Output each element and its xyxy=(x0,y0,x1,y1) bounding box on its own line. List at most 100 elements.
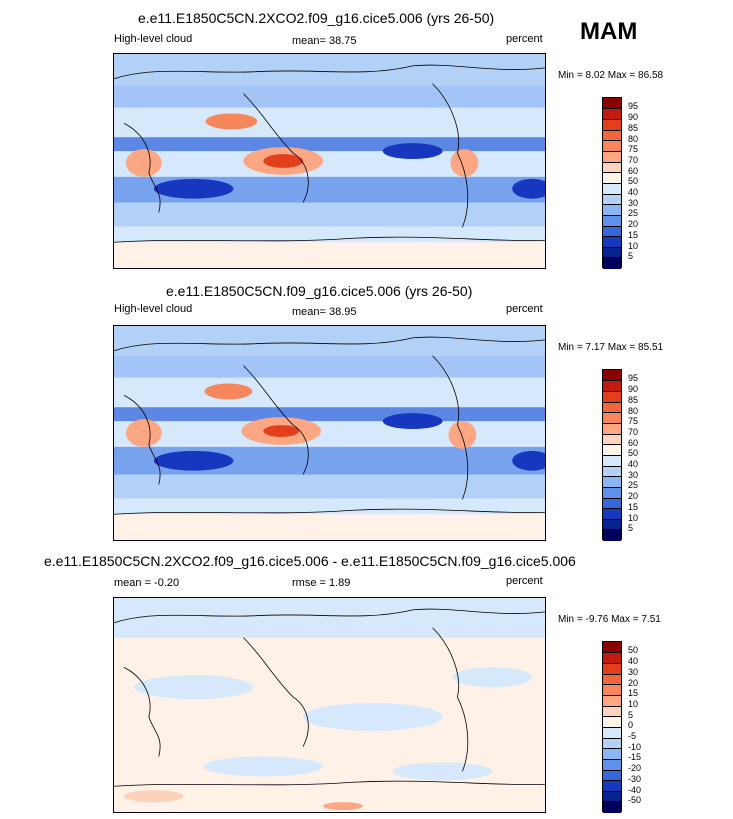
panel-1-mean-label: mean= 38.75 xyxy=(292,35,357,47)
colorbar-tick-label: 60 xyxy=(628,166,639,176)
colorbar-tick-label: 60 xyxy=(628,438,639,448)
colorbar-tick-label: 40 xyxy=(628,459,639,469)
colorbar-swatch xyxy=(603,381,621,392)
colorbar-tick-label: 50 xyxy=(628,176,639,186)
colorbar-swatch xyxy=(603,141,621,152)
colorbar-swatch xyxy=(603,642,621,653)
colorbar-tick-label: -30 xyxy=(628,774,642,784)
colorbar-tick-label: 5 xyxy=(628,710,634,720)
colorbar-swatch xyxy=(603,499,621,509)
colorbar-swatch xyxy=(603,739,621,749)
colorbar-swatch xyxy=(603,248,621,258)
colorbar-swatch xyxy=(603,509,621,520)
colorbar-swatch xyxy=(603,771,621,781)
colorbar-swatch xyxy=(603,152,621,163)
colorbar-tick-label: 20 xyxy=(628,678,639,688)
colorbar-swatch xyxy=(603,675,621,685)
colorbar-swatch xyxy=(603,216,621,227)
colorbar-tick-label: 10 xyxy=(628,241,639,251)
colorbar-tick-label: 20 xyxy=(628,219,639,229)
colorbar-swatch xyxy=(603,370,621,381)
colorbar-swatch xyxy=(603,653,621,664)
colorbar-tick-label: -5 xyxy=(628,731,637,741)
colorbar-swatch xyxy=(603,184,621,195)
colorbar-swatch xyxy=(603,717,621,728)
colorbar-tick-label: 30 xyxy=(628,470,639,480)
colorbar-swatch xyxy=(603,792,621,802)
colorbar-swatch xyxy=(603,802,621,813)
panel-1-minmax: Min = 8.02 Max = 86.58 xyxy=(558,70,664,81)
colorbar-tick-label: 85 xyxy=(628,395,639,405)
colorbar-tick-label: 30 xyxy=(628,198,639,208)
colorbar-tick-label: 75 xyxy=(628,144,639,154)
colorbar-tick-label: -40 xyxy=(628,785,642,795)
colorbar-tick-label: 25 xyxy=(628,208,639,218)
panel-2-units-label: percent xyxy=(506,303,543,315)
colorbar-swatch xyxy=(603,205,621,216)
colorbar-swatch xyxy=(603,728,621,739)
colorbar-swatch xyxy=(603,120,621,131)
colorbar-swatch xyxy=(603,435,621,445)
colorbar-tick-label: 15 xyxy=(628,230,639,240)
colorbar-tick-label: 70 xyxy=(628,427,639,437)
panel-3-colorbar xyxy=(602,641,622,813)
colorbar-swatch xyxy=(603,173,621,184)
colorbar-swatch xyxy=(603,424,621,435)
colorbar-tick-label: 95 xyxy=(628,101,639,111)
colorbar-swatch xyxy=(603,98,621,109)
colorbar-swatch xyxy=(603,467,621,477)
colorbar-swatch xyxy=(603,237,621,248)
colorbar-tick-label: 50 xyxy=(628,645,639,655)
colorbar-tick-label: -20 xyxy=(628,763,642,773)
colorbar-tick-label: -10 xyxy=(628,742,642,752)
colorbar-swatch xyxy=(603,530,621,541)
colorbar-tick-label: 10 xyxy=(628,513,639,523)
colorbar-tick-label: 15 xyxy=(628,688,639,698)
colorbar-swatch xyxy=(603,227,621,237)
colorbar-swatch xyxy=(603,477,621,488)
colorbar-swatch xyxy=(603,781,621,792)
colorbar-swatch xyxy=(603,413,621,424)
colorbar-tick-label: -50 xyxy=(628,795,642,805)
colorbar-swatch xyxy=(603,392,621,403)
colorbar-swatch xyxy=(603,760,621,771)
colorbar-swatch xyxy=(603,163,621,173)
colorbar-tick-label: 30 xyxy=(628,667,639,677)
colorbar-tick-label: 80 xyxy=(628,406,639,416)
colorbar-swatch xyxy=(603,258,621,269)
panel-2-colorbar xyxy=(602,369,622,541)
season-label: MAM xyxy=(580,18,638,45)
colorbar-swatch xyxy=(603,131,621,141)
panel-1-units-label: percent xyxy=(506,33,543,45)
panel-1-map-canvas xyxy=(114,54,545,268)
colorbar-tick-label: 75 xyxy=(628,416,639,426)
panel-2-mean-label: mean= 38.95 xyxy=(292,306,357,318)
colorbar-tick-label: 70 xyxy=(628,155,639,165)
panel-2-map-canvas xyxy=(114,326,545,540)
panel-2-title: e.e11.E1850C5CN.f09_g16.cice5.006 (yrs 2… xyxy=(166,283,473,299)
panel-3-units-label: percent xyxy=(506,575,543,587)
colorbar-swatch xyxy=(603,520,621,530)
colorbar-swatch xyxy=(603,488,621,499)
panel-3-minmax: Min = -9.76 Max = 7.51 xyxy=(558,614,661,625)
panel-2-minmax: Min = 7.17 Max = 85.51 xyxy=(558,342,664,353)
colorbar-tick-label: 90 xyxy=(628,384,639,394)
colorbar-swatch xyxy=(603,749,621,760)
colorbar-tick-label: 10 xyxy=(628,699,639,709)
panel-1-variable-label: High-level cloud xyxy=(114,33,193,45)
colorbar-tick-label: 80 xyxy=(628,134,639,144)
colorbar-swatch xyxy=(603,403,621,413)
panel-1-colorbar xyxy=(602,97,622,269)
colorbar-tick-label: 5 xyxy=(628,523,634,533)
panel-3-map xyxy=(113,597,546,813)
colorbar-tick-label: 20 xyxy=(628,491,639,501)
colorbar-swatch xyxy=(603,445,621,456)
panel-1-title: e.e11.E1850C5CN.2XCO2.f09_g16.cice5.006 … xyxy=(138,10,495,26)
panel-2-variable-label: High-level cloud xyxy=(114,303,193,315)
colorbar-tick-label: 25 xyxy=(628,480,639,490)
panel-3-title: e.e11.E1850C5CN.2XCO2.f09_g16.cice5.006 … xyxy=(44,553,576,569)
colorbar-tick-label: 40 xyxy=(628,656,639,666)
colorbar-tick-label: 15 xyxy=(628,502,639,512)
colorbar-swatch xyxy=(603,109,621,120)
colorbar-tick-label: 0 xyxy=(628,720,634,730)
